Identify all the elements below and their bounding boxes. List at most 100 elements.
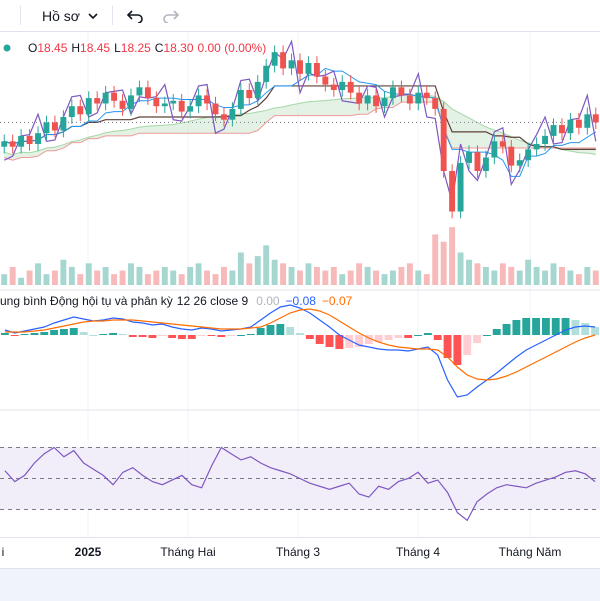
macd-histogram-bar bbox=[276, 324, 285, 335]
macd-histogram-bar bbox=[128, 335, 137, 337]
candle-body bbox=[204, 95, 210, 104]
profile-button[interactable]: Hồ sơ bbox=[42, 0, 98, 31]
macd-histogram-bar bbox=[0, 333, 9, 335]
candle-body bbox=[516, 160, 523, 166]
macd-histogram-bar bbox=[246, 334, 255, 335]
candle-body bbox=[85, 98, 92, 115]
bottom-panel bbox=[0, 568, 600, 601]
volume-bar bbox=[263, 245, 270, 285]
candle-body bbox=[390, 87, 396, 99]
candle-body bbox=[449, 171, 456, 212]
candle-body bbox=[482, 157, 489, 171]
kijun-line bbox=[4, 85, 596, 150]
volume-bar bbox=[550, 263, 557, 285]
volume-bar bbox=[280, 263, 287, 285]
close-label: C bbox=[154, 41, 164, 55]
candle-body bbox=[178, 100, 185, 112]
time-label: 2025 bbox=[74, 545, 102, 559]
volume-bar bbox=[144, 274, 151, 285]
macd-params: 12 26 close 9 bbox=[176, 294, 249, 308]
volume-bar bbox=[499, 263, 506, 285]
macd-histogram-bar bbox=[187, 335, 196, 339]
candle-body bbox=[550, 125, 557, 136]
macd-histogram-bar bbox=[69, 328, 78, 335]
volume-bar bbox=[43, 274, 50, 285]
volume-bar bbox=[297, 270, 303, 285]
macd-histogram-bar bbox=[591, 327, 600, 335]
volume-bar bbox=[339, 274, 346, 285]
candle-body bbox=[559, 125, 565, 134]
macd-histogram-bar bbox=[266, 325, 275, 335]
candle-body bbox=[330, 84, 337, 90]
macd-histogram-bar bbox=[345, 335, 354, 348]
volume-bar bbox=[330, 266, 337, 285]
candle-body bbox=[423, 92, 430, 99]
candle-body bbox=[26, 135, 33, 144]
macd-histogram-bar bbox=[482, 335, 491, 336]
macd-histogram-bar bbox=[60, 329, 68, 335]
volume-bar bbox=[1, 274, 8, 285]
volume-bar bbox=[288, 266, 295, 285]
candle-body bbox=[170, 100, 177, 104]
signal-line bbox=[4, 308, 596, 381]
macd-histogram-bar bbox=[325, 335, 334, 347]
candle-body bbox=[592, 114, 599, 123]
candle-body bbox=[584, 114, 591, 128]
volume-bar bbox=[68, 266, 75, 285]
volume-bar bbox=[111, 274, 118, 285]
macd-histogram-bar bbox=[79, 332, 88, 335]
macd-histogram-bar bbox=[138, 335, 147, 337]
macd-histogram-bar bbox=[443, 335, 452, 358]
volume-bar bbox=[35, 263, 41, 285]
ohlc-legend: O 18.45 H 18.45 L 18.25 C 18.30 0.00 (0.00%) bbox=[0, 41, 266, 55]
candle-body bbox=[77, 106, 84, 115]
volume-bar bbox=[440, 241, 447, 285]
profile-label: Hồ sơ bbox=[42, 7, 80, 24]
undo-button[interactable] bbox=[126, 0, 144, 31]
candle-body bbox=[136, 87, 143, 96]
macd-histogram-bar bbox=[394, 335, 403, 338]
candle-body bbox=[398, 87, 405, 96]
candle-body bbox=[297, 60, 303, 74]
macd-pane bbox=[0, 304, 600, 398]
volume-bar bbox=[398, 266, 405, 285]
time-label: Tháng 4 bbox=[395, 545, 441, 559]
volume-bar bbox=[390, 270, 396, 285]
time-axis[interactable]: i 2025 Tháng Hai Tháng 3 Tháng 4 Tháng N… bbox=[0, 537, 600, 568]
candle-body bbox=[9, 141, 16, 147]
volume-bar bbox=[533, 266, 540, 285]
time-label: Tháng Hai bbox=[160, 545, 216, 559]
macd-line bbox=[4, 304, 596, 398]
volume-bar bbox=[26, 270, 33, 285]
candle-body bbox=[373, 95, 380, 107]
macd-histogram-bar bbox=[463, 335, 472, 355]
rsi-pane bbox=[0, 446, 600, 522]
volume-bar bbox=[195, 263, 202, 285]
candlesticks bbox=[1, 45, 599, 219]
eye-icon[interactable] bbox=[0, 44, 14, 52]
candle-body bbox=[406, 95, 413, 104]
macd-histogram-bar bbox=[404, 335, 413, 338]
macd-histogram-bar bbox=[99, 334, 108, 335]
candle-body bbox=[43, 122, 50, 134]
macd-histogram-bar bbox=[296, 333, 304, 335]
candle-body bbox=[229, 108, 236, 120]
high-label: H bbox=[71, 41, 81, 55]
candle-body bbox=[1, 141, 8, 147]
volume-bar bbox=[567, 270, 574, 285]
price-chart[interactable] bbox=[0, 0, 600, 537]
volume-bar bbox=[381, 274, 388, 285]
candle-body bbox=[432, 98, 439, 109]
candle-body bbox=[94, 98, 101, 104]
candle-body bbox=[271, 52, 278, 66]
time-label: i bbox=[1, 545, 5, 559]
volume-bar bbox=[559, 266, 565, 285]
candle-body bbox=[491, 141, 498, 158]
macd-line-value: −0.08 bbox=[285, 294, 316, 308]
low-value: 18.25 bbox=[120, 41, 151, 55]
volume-bar bbox=[432, 234, 439, 285]
cloud-area bbox=[4, 95, 596, 161]
redo-button[interactable] bbox=[162, 0, 180, 31]
macd-hist-value: 0.00 bbox=[256, 294, 280, 308]
macd-histogram-bar bbox=[522, 318, 531, 335]
